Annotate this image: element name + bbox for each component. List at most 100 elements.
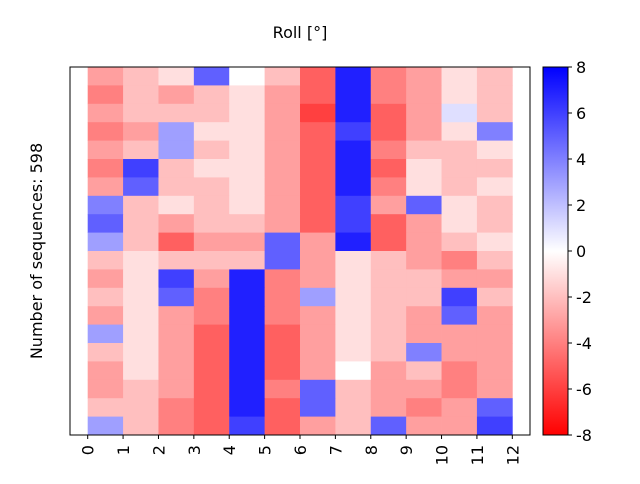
heatmap-cell	[335, 379, 372, 399]
heatmap-cell	[335, 251, 372, 270]
heatmap-cell	[229, 398, 266, 417]
heatmap-cell	[264, 103, 301, 123]
heatmap-cell	[193, 269, 230, 289]
heatmap-cell	[229, 214, 266, 233]
heatmap-cell	[406, 343, 442, 362]
heatmap-cell	[370, 85, 407, 105]
heatmap-cell	[476, 195, 513, 215]
heatmap-cell	[193, 398, 230, 417]
heatmap-cell	[441, 85, 478, 105]
heatmap-cell	[123, 287, 159, 307]
heatmap-cell	[441, 251, 478, 270]
heatmap-cell	[476, 269, 513, 289]
heatmap-cell	[406, 140, 442, 160]
heatmap-cell	[264, 232, 301, 252]
heatmap-cell	[441, 398, 478, 417]
heatmap-cell	[406, 195, 442, 215]
heatmap-cell	[264, 416, 301, 436]
heatmap-cell	[406, 269, 442, 289]
heatmap-cell	[87, 159, 124, 178]
heatmap-cell	[441, 306, 478, 325]
heatmap-cell	[123, 324, 159, 344]
heatmap-cell	[441, 195, 478, 215]
heatmap-cell	[193, 251, 230, 270]
heatmap-cell	[264, 324, 301, 344]
heatmap-cell	[406, 122, 442, 141]
heatmap-cell	[193, 232, 230, 252]
heatmap-cell	[87, 214, 124, 233]
heatmap-cell	[229, 324, 266, 344]
heatmap-cell	[87, 122, 124, 141]
x-tick-label: 4	[220, 445, 239, 455]
heatmap-cell	[406, 177, 442, 197]
heatmap-cell	[158, 159, 195, 178]
heatmap-cell	[300, 324, 336, 344]
heatmap-cell	[158, 269, 195, 289]
heatmap-cell	[441, 122, 478, 141]
heatmap-cell	[370, 324, 407, 344]
heatmap-cell	[158, 177, 195, 197]
x-tick-label: 7	[326, 445, 345, 455]
heatmap-cell	[335, 416, 372, 436]
heatmap-cell	[406, 251, 442, 270]
heatmap-cell	[476, 85, 513, 105]
heatmap-cell	[370, 122, 407, 141]
heatmap-cell	[300, 85, 336, 105]
heatmap-cell	[300, 214, 336, 233]
heatmap-cell	[441, 103, 478, 123]
heatmap-cell	[87, 306, 124, 325]
x-tick-label: 12	[503, 445, 522, 465]
heatmap-cell	[441, 140, 478, 160]
heatmap-cell	[441, 343, 478, 362]
heatmap-cell	[193, 416, 230, 436]
heatmap-cell	[87, 195, 124, 215]
heatmap-cell	[123, 361, 159, 381]
heatmap-cell	[87, 416, 124, 436]
heatmap-cell	[264, 343, 301, 362]
heatmap-cell	[370, 67, 407, 86]
heatmap-cell	[370, 416, 407, 436]
heatmap-cell	[158, 214, 195, 233]
heatmap-cell	[158, 379, 195, 399]
heatmap-cell	[264, 159, 301, 178]
heatmap-cell	[476, 324, 513, 344]
heatmap-cell	[370, 398, 407, 417]
heatmap-cell	[335, 195, 372, 215]
heatmap-cell	[370, 214, 407, 233]
x-tick-label: 8	[362, 445, 381, 455]
heatmap-cell	[123, 306, 159, 325]
heatmap-cell	[229, 159, 266, 178]
x-tick-label: 10	[433, 445, 452, 465]
heatmap-cell	[264, 195, 301, 215]
heatmap-cell	[370, 195, 407, 215]
heatmap-cell	[300, 361, 336, 381]
heatmap-cell	[370, 159, 407, 178]
heatmap-cell	[335, 214, 372, 233]
x-tick-label: 9	[397, 445, 416, 455]
heatmap-cell	[476, 232, 513, 252]
heatmap-cell	[300, 67, 336, 86]
heatmap-cell	[158, 343, 195, 362]
heatmap-cell	[476, 287, 513, 307]
heatmap-cell	[300, 416, 336, 436]
heatmap-cell	[264, 269, 301, 289]
heatmap-cell	[229, 251, 266, 270]
heatmap-cell	[158, 67, 195, 86]
heatmap-cell	[123, 85, 159, 105]
heatmap-cell	[229, 232, 266, 252]
heatmap-cell	[123, 177, 159, 197]
heatmap-cell	[441, 67, 478, 86]
heatmap-cell	[87, 269, 124, 289]
heatmap-cell	[406, 324, 442, 344]
heatmap-cell	[441, 159, 478, 178]
heatmap-cell	[335, 177, 372, 197]
heatmap-cell	[441, 416, 478, 436]
heatmap-cell	[300, 343, 336, 362]
heatmap-cell	[300, 287, 336, 307]
heatmap-cell	[87, 140, 124, 160]
heatmap-cell	[406, 416, 442, 436]
heatmap-cell	[370, 361, 407, 381]
colorbar-tick-label: 2	[576, 196, 586, 215]
heatmap-cell	[87, 324, 124, 344]
heatmap-cell	[123, 269, 159, 289]
